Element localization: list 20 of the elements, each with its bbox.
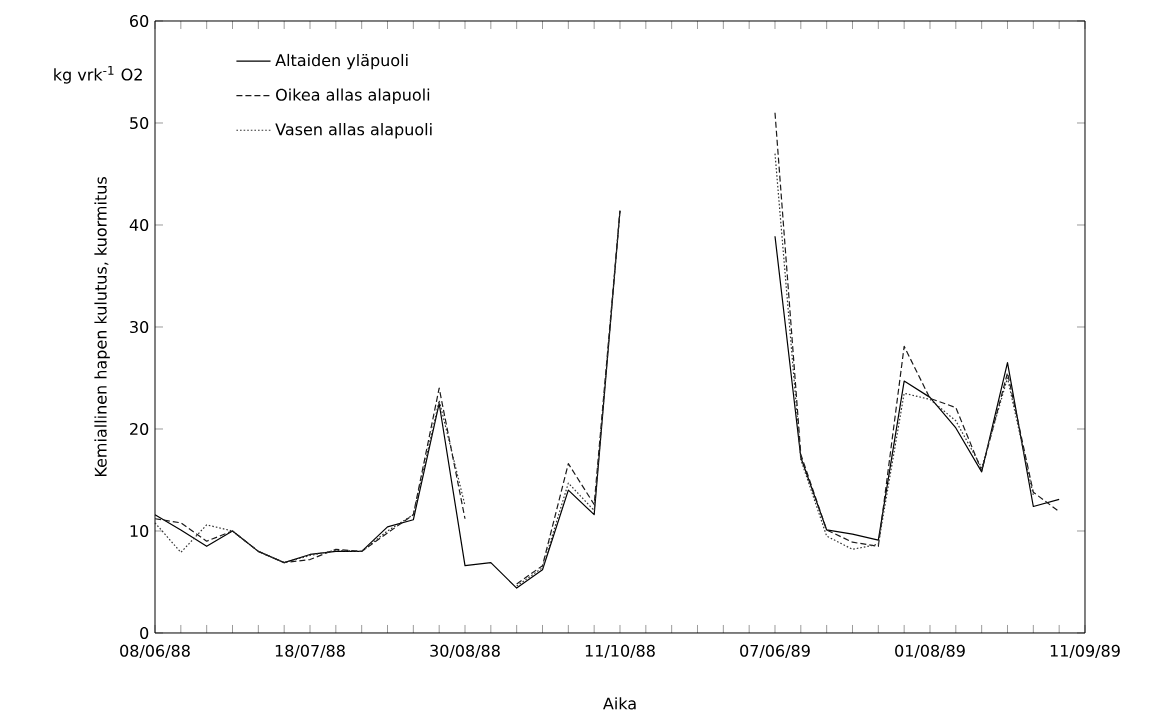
x-tick-label: 08/06/88: [120, 644, 190, 659]
legend-label: Vasen allas alapuoli: [275, 123, 432, 139]
y-tick-label: 60: [130, 14, 149, 28]
legend-label: Altaiden yläpuoli: [275, 53, 408, 70]
x-axis-title: Aika: [603, 697, 636, 710]
y-axis-title: Kemiallinen hapen kulutus, kuormitus: [94, 177, 110, 477]
text: kg vrk$^{-1}$ O2: [54, 65, 142, 84]
y-tick-label: 50: [130, 116, 149, 130]
x-tick-label: 11/10/88: [585, 644, 655, 659]
x-tick-label: 01/08/89: [895, 644, 965, 659]
legend-label: Oikea allas alapuoli: [276, 88, 430, 104]
y-tick-label: 0: [140, 626, 149, 640]
x-tick-label: 18/07/88: [275, 644, 345, 659]
x-tick-label: 07/06/89: [740, 644, 810, 659]
y-tick-label: 40: [129, 218, 149, 232]
y-tick-label: 30: [130, 320, 149, 334]
x-tick-label: 11/09/89: [1050, 644, 1120, 659]
y-tick-label: 10: [130, 524, 149, 538]
x-tick-label: 30/08/88: [430, 644, 500, 659]
y-tick-label: 20: [130, 422, 149, 436]
